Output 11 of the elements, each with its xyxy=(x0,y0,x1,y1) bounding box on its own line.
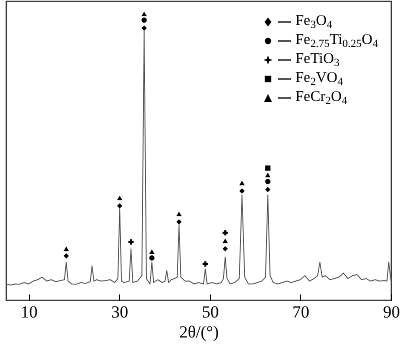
legend-label: FeTiO$_{3}$ xyxy=(295,50,340,69)
legend-label: Fe$_{2}$VO$_{4}$ xyxy=(295,69,344,88)
x-tick-label: 10 xyxy=(20,302,38,322)
x-axis-title: 2θ/(°) xyxy=(179,322,219,342)
legend-label: Fe$_{3}$O$_{4}$ xyxy=(295,12,332,31)
x-tick-label: 90 xyxy=(383,302,400,322)
legend-label: FeCr$_{2}$O$_{4}$ xyxy=(295,88,348,107)
x-tick-label: 50 xyxy=(202,302,219,322)
legend-label: Fe$_{2.75}$Ti$_{0.25}$O$_{4}$ xyxy=(295,31,378,50)
x-tick-label: 70 xyxy=(292,302,310,322)
x-tick-label: 30 xyxy=(111,302,128,322)
